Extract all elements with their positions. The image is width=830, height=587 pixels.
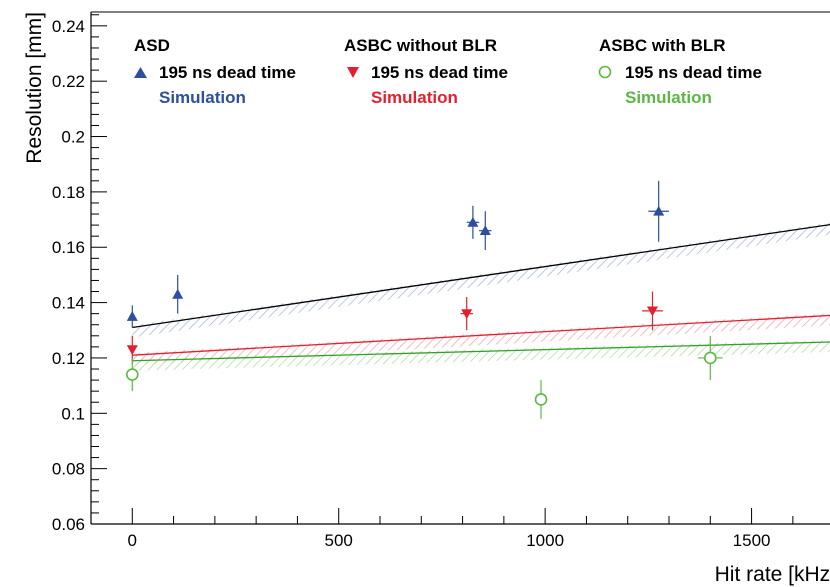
y-tick-label: 0.24 (52, 17, 85, 36)
legend-marker-asbc-without-blr (347, 67, 359, 78)
legend-entry-asbc-without-blr: 195 ns dead time (371, 63, 508, 82)
fit-band (132, 313, 830, 366)
fit-line (132, 341, 830, 362)
y-axis-title: Resolution [mm] (23, 12, 46, 164)
y-tick-label: 0.12 (52, 349, 85, 368)
data-point (534, 393, 548, 406)
y-tick-label: 0.08 (52, 460, 85, 479)
y-tick-label: 0.16 (52, 238, 85, 257)
fit-bands (132, 222, 830, 371)
fit-band (132, 340, 830, 371)
data-point (126, 310, 138, 321)
data-point (703, 351, 717, 365)
legend-entry-asbc-with-blr: 195 ns dead time (625, 63, 762, 82)
legend-sim-asd: Simulation (159, 88, 246, 107)
y-tick-label: 0.18 (52, 183, 85, 202)
y-tick-label: 0.22 (52, 72, 85, 91)
legend-sim-asbc-without-blr: Simulation (371, 88, 458, 107)
legend-group-asbc-without-blr: ASBC without BLR 195 ns dead time Simula… (344, 36, 508, 107)
legend: ASD 195 ns dead time Simulation ASBC wit… (134, 36, 762, 107)
data-point (126, 345, 138, 356)
data-point (461, 309, 473, 320)
fit-line (132, 223, 830, 329)
x-tick-label: 1000 (526, 531, 564, 550)
axis-ticks: 0.06 0.08 0.1 0.12 0.14 0.16 0.18 0.2 0.22 0.24 0 5… (52, 14, 794, 550)
data-point (653, 205, 665, 216)
data-point (646, 306, 658, 317)
data-point (479, 225, 491, 236)
legend-group-asd: ASD 195 ns dead time Simulation (134, 36, 296, 107)
y-tick-label: 0.1 (61, 404, 85, 423)
y-tick-label: 0.06 (52, 515, 85, 534)
data-point (125, 368, 139, 381)
legend-sim-asbc-with-blr: Simulation (625, 88, 712, 107)
fit-band (132, 222, 830, 338)
legend-entry-asd: 195 ns dead time (159, 63, 296, 82)
legend-marker-asbc-with-blr (598, 65, 612, 79)
legend-title-asbc-without-blr: ASBC without BLR (344, 36, 497, 55)
x-axis-title: Hit rate [kHz] (715, 563, 830, 586)
y-tick-label: 0.2 (61, 128, 85, 147)
legend-marker-asd (134, 67, 147, 78)
x-tick-label: 0 (128, 531, 137, 550)
fit-line (132, 314, 830, 356)
data-points (125, 180, 723, 419)
x-tick-label: 1500 (733, 531, 771, 550)
legend-group-asbc-with-blr: ASBC with BLR 195 ns dead time Simulatio… (598, 36, 762, 107)
fit-lines (132, 223, 830, 362)
data-point (172, 288, 184, 299)
x-tick-label: 500 (325, 531, 353, 550)
legend-title-asd: ASD (134, 36, 170, 55)
legend-title-asbc-with-blr: ASBC with BLR (599, 36, 726, 55)
y-tick-label: 0.14 (52, 294, 85, 313)
data-point (467, 216, 479, 227)
plot-frame (90, 11, 830, 525)
